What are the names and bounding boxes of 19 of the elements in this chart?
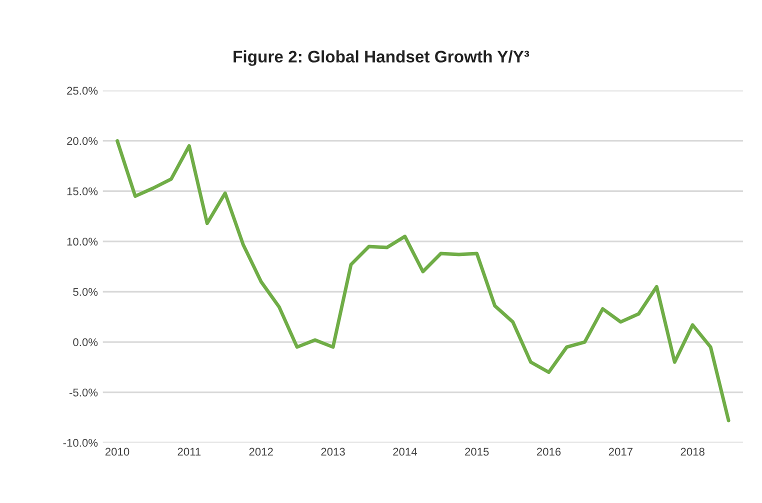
y-tick-label: -5.0% bbox=[69, 388, 98, 396]
y-tick-label: -10.0% bbox=[63, 438, 98, 447]
x-tick-label: 2017 bbox=[608, 448, 632, 456]
x-tick-label: 2018 bbox=[680, 448, 704, 456]
x-tick-label: 2015 bbox=[465, 448, 489, 456]
y-tick-label: 0.0% bbox=[73, 338, 98, 346]
x-tick-label: 2014 bbox=[393, 448, 417, 456]
x-tick-label: 2012 bbox=[249, 448, 273, 456]
x-tick-label: 2013 bbox=[321, 448, 345, 456]
y-tick-label: 25.0% bbox=[67, 86, 98, 95]
chart-title: Figure 2: Global Handset Growth Y/Y³ bbox=[234, 50, 530, 66]
x-tick-label: 2016 bbox=[536, 448, 561, 456]
y-tick-label: 10.0% bbox=[67, 238, 98, 246]
x-tick-label: 2010 bbox=[105, 448, 130, 456]
y-tick-label: 20.0% bbox=[67, 137, 98, 145]
y-tick-label: 5.0% bbox=[73, 288, 98, 296]
y-tick-label: 15.0% bbox=[67, 187, 98, 196]
x-tick-label: 2011 bbox=[178, 448, 201, 456]
line-series bbox=[116, 139, 730, 422]
